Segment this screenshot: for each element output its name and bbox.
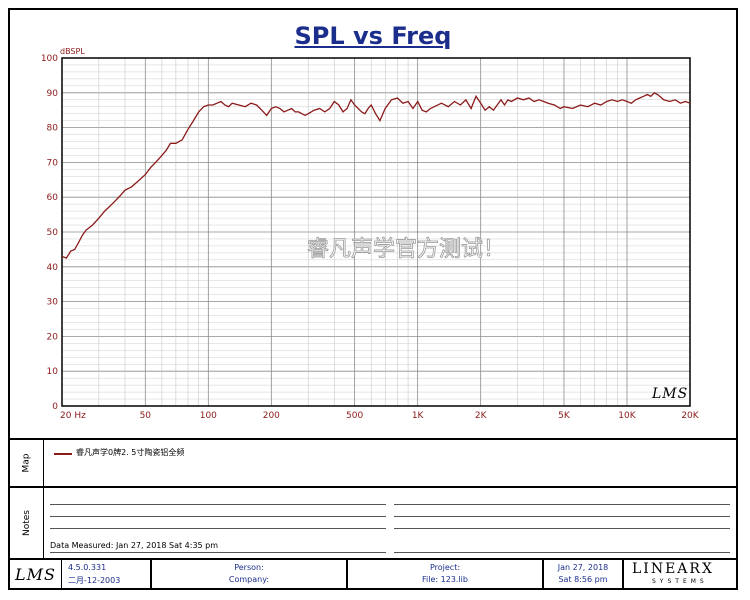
person-label: Person:	[234, 563, 264, 572]
footer-person-cell: Person: Company:	[152, 560, 348, 588]
footer-date-cell: Jan 27, 2018 Sat 8:56 pm	[544, 560, 624, 588]
y-axis-ticks: 0 10 20 30 40 50 60 70 80 90 100	[41, 54, 58, 412]
plot-border	[61, 57, 691, 407]
data-measured: Data Measured: Jan 27, 2018 Sat 4:35 pm	[50, 541, 219, 550]
report-frame: SPL vs Freq 0 10 20 30 40 50 60 70 80 90 100 20 Hz…	[8, 8, 738, 590]
lms-footer-logo: LMS	[15, 565, 56, 584]
y-tick-label: 90	[47, 89, 59, 99]
y-tick-label: 50	[47, 228, 59, 238]
chart-title: SPL vs Freq	[294, 22, 452, 50]
y-tick-label: 70	[47, 158, 59, 168]
legend-entry: 睿凡声学0牌2. 5寸陶瓷铝全频	[76, 448, 185, 457]
y-tick-label: 30	[47, 298, 59, 308]
notes-side-label: Notes	[10, 488, 44, 558]
footer-brand-cell: LINEARX SYSTEMS	[624, 560, 736, 588]
spl-chart: 0 10 20 30 40 50 60 70 80 90 100 20 Hz 50 100 200 500 1…	[41, 47, 700, 421]
x-tick-label: 10K	[618, 411, 636, 421]
map-label: Map	[21, 453, 32, 473]
y-tick-label: 0	[52, 402, 58, 412]
y-tick-label: 60	[47, 193, 59, 203]
series-line-spl	[61, 92, 691, 259]
lms-plot-logo: LMS	[651, 386, 688, 402]
notes-label: Notes	[21, 510, 32, 536]
note-line	[50, 516, 386, 517]
note-line	[394, 516, 730, 517]
note-line	[50, 528, 386, 529]
footer-bar: LMS 4.5.0.331 二月-12-2003 Person: Company…	[10, 558, 736, 588]
map-section: Map 睿凡声学0牌2. 5寸陶瓷铝全频	[10, 438, 736, 486]
note-line	[394, 504, 730, 505]
linearx-sub-logo: SYSTEMS	[652, 578, 708, 585]
x-tick-label: 5K	[558, 411, 571, 421]
footer-time: Sat 8:56 pm	[558, 575, 608, 584]
version-text: 4.5.0.331	[68, 563, 107, 572]
x-tick-label: 1K	[412, 411, 425, 421]
note-line	[50, 504, 386, 505]
version-date: 二月-12-2003	[68, 576, 121, 585]
y-tick-label: 100	[41, 54, 58, 64]
note-line	[394, 552, 730, 553]
file-label: File: 123.lib	[422, 575, 468, 584]
legend-swatch	[54, 453, 72, 455]
chart-grid	[61, 57, 691, 407]
note-line	[394, 528, 730, 529]
y-tick-label: 20	[47, 332, 59, 342]
x-tick-label: 500	[346, 411, 363, 421]
footer-project-cell: Project: File: 123.lib	[348, 560, 544, 588]
x-tick-label: 200	[263, 411, 280, 421]
watermark-text: 睿凡声学官方测试！	[307, 237, 505, 262]
x-tick-label: 100	[200, 411, 217, 421]
x-tick-label: 50	[140, 411, 152, 421]
company-label: Company:	[228, 575, 270, 584]
y-tick-label: 10	[47, 367, 59, 377]
x-tick-label: 20K	[681, 411, 699, 421]
notes-section: Notes Data Measured: Jan 27, 2018 Sat 4:…	[10, 486, 736, 558]
y-axis-label: dBSPL	[60, 47, 85, 56]
footer-date: Jan 27, 2018	[557, 563, 609, 572]
footer-version-cell: 4.5.0.331 二月-12-2003	[62, 560, 152, 588]
y-tick-label: 40	[47, 263, 59, 273]
project-label: Project:	[429, 563, 461, 572]
linearx-logo: LINEARX	[632, 561, 714, 577]
x-tick-label: 2K	[475, 411, 488, 421]
x-tick-label: 20 Hz	[60, 411, 86, 421]
y-tick-label: 80	[47, 124, 59, 134]
footer-logo-cell: LMS	[10, 560, 62, 588]
map-side-label: Map	[10, 440, 44, 486]
note-line	[50, 552, 386, 553]
x-axis-ticks: 20 Hz 50 100 200 500 1K 2K 5K 10K 20K	[60, 411, 700, 421]
